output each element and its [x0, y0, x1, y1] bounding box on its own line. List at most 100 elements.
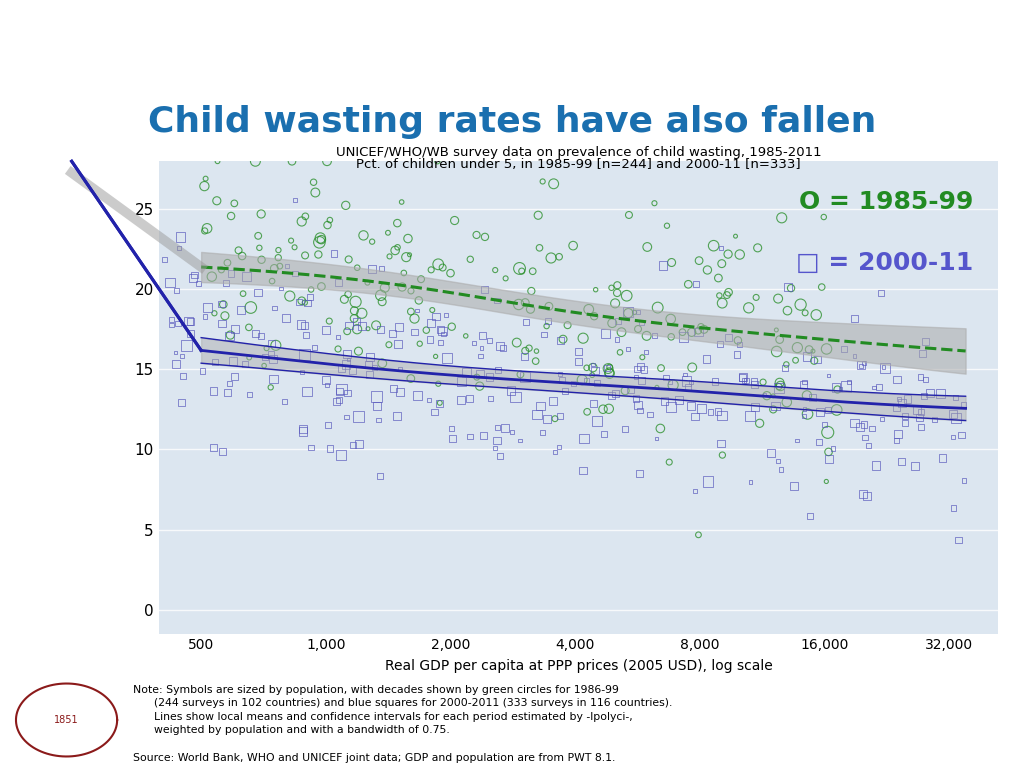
Point	[318, 379, 335, 392]
Point	[607, 388, 624, 400]
Point	[804, 391, 820, 403]
Point	[846, 349, 862, 362]
Point	[524, 265, 541, 277]
Point	[752, 417, 768, 429]
Point	[607, 297, 624, 310]
Point	[453, 394, 469, 406]
Point	[663, 401, 679, 413]
Point	[317, 324, 334, 336]
Point	[915, 390, 932, 402]
Point	[319, 219, 336, 231]
Point	[706, 240, 722, 252]
Point	[492, 450, 508, 462]
Point	[868, 459, 885, 472]
Point	[410, 304, 426, 316]
Point	[294, 366, 310, 378]
Point	[893, 455, 909, 467]
Point	[361, 369, 378, 381]
Point	[476, 283, 493, 296]
Point	[546, 177, 562, 190]
Point	[265, 372, 282, 385]
Point	[372, 323, 388, 336]
Point	[713, 437, 729, 449]
Point	[267, 339, 284, 352]
Point	[527, 355, 544, 367]
Point	[934, 452, 950, 465]
Point	[266, 302, 283, 314]
Text: O = 1985-99: O = 1985-99	[799, 190, 973, 214]
Point	[528, 409, 545, 421]
Point	[330, 343, 346, 355]
Point	[338, 359, 354, 371]
Point	[797, 403, 813, 415]
Point	[307, 187, 324, 199]
Point	[779, 304, 796, 316]
Point	[338, 199, 354, 211]
Point	[429, 155, 445, 167]
Point	[541, 300, 557, 313]
Point	[426, 406, 442, 418]
Point	[683, 326, 699, 339]
Point	[687, 485, 703, 498]
Point	[570, 346, 587, 358]
Point	[639, 241, 655, 253]
Point	[223, 267, 240, 280]
Point	[955, 475, 972, 487]
Point	[608, 333, 625, 346]
Point	[207, 356, 223, 368]
Point	[424, 304, 440, 316]
Point	[730, 334, 746, 346]
Text: □ = 2000-11: □ = 2000-11	[796, 251, 973, 275]
Point	[765, 403, 781, 415]
Point	[579, 406, 595, 418]
Point	[226, 323, 243, 336]
Point	[517, 371, 534, 383]
Point	[369, 390, 385, 402]
Point	[443, 320, 460, 333]
Point	[253, 253, 269, 266]
Point	[630, 323, 646, 335]
Point	[890, 428, 906, 440]
Point	[813, 281, 829, 293]
Point	[256, 359, 272, 372]
Point	[293, 318, 309, 330]
Point	[947, 392, 964, 404]
Point	[926, 413, 942, 425]
Text: UNICEF/WHO/WB survey data on prevalence of child wasting, 1985-2011: UNICEF/WHO/WB survey data on prevalence …	[336, 146, 821, 159]
Point	[677, 369, 693, 381]
Point	[372, 470, 388, 482]
Point	[422, 333, 438, 346]
Point	[423, 263, 439, 276]
Point	[540, 315, 556, 327]
Point	[287, 194, 303, 207]
Point	[371, 414, 387, 426]
Point	[652, 422, 669, 435]
Point	[248, 327, 264, 339]
Point	[711, 290, 727, 302]
Point	[955, 398, 972, 410]
Point	[401, 249, 418, 261]
Point	[481, 335, 498, 347]
Point	[199, 222, 215, 234]
Point	[318, 155, 335, 167]
Point	[361, 351, 378, 363]
Point	[648, 432, 665, 445]
Point	[797, 376, 813, 388]
Point	[720, 248, 736, 260]
Point	[295, 425, 311, 438]
Point	[359, 323, 376, 335]
Point	[778, 359, 795, 371]
Point	[768, 346, 784, 358]
Point	[821, 453, 838, 465]
Point	[458, 329, 474, 342]
Point	[698, 353, 715, 365]
Point	[334, 362, 350, 375]
Point	[338, 411, 354, 423]
Point	[833, 382, 849, 395]
Point	[658, 220, 675, 232]
Text: Pct. of children under 5, in 1985-99 [n=244] and 2000-11 [n=333]: Pct. of children under 5, in 1985-99 [n=…	[356, 158, 801, 171]
Point	[444, 432, 461, 445]
Point	[279, 260, 295, 272]
Point	[298, 329, 314, 341]
Point	[353, 307, 370, 319]
